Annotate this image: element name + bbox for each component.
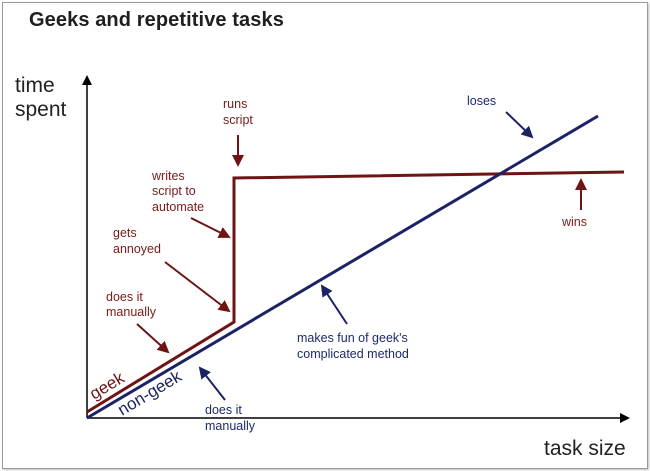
loses-arrow bbox=[505, 111, 534, 139]
y-axis-label: time spent bbox=[15, 74, 67, 121]
geek-line bbox=[86, 170, 625, 414]
makes-fun-arrow bbox=[320, 284, 348, 325]
non-geek-does-it-manually-note: does it manually bbox=[205, 403, 256, 433]
gets-annoyed-note: gets annoyed bbox=[113, 226, 161, 256]
non-geek-does-it-manually-arrow bbox=[198, 366, 226, 401]
non-geek-line bbox=[86, 114, 599, 420]
x-axis-label: task size bbox=[544, 437, 626, 460]
writes-script-arrow bbox=[190, 217, 231, 238]
diagram-title: Geeks and repetitive tasks bbox=[29, 9, 284, 31]
makes-fun-note: makes fun of geek's complicated method bbox=[297, 331, 411, 361]
geek-does-it-manually-arrow bbox=[136, 323, 170, 354]
writes-script-note: writes script to automate bbox=[151, 169, 204, 214]
geek-does-it-manually-note: does it manually bbox=[106, 290, 157, 319]
loses-note: loses bbox=[467, 94, 496, 108]
gets-annoyed-arrow bbox=[164, 261, 231, 313]
runs-script-note: runs script bbox=[223, 97, 253, 127]
wins-note: wins bbox=[561, 215, 587, 229]
